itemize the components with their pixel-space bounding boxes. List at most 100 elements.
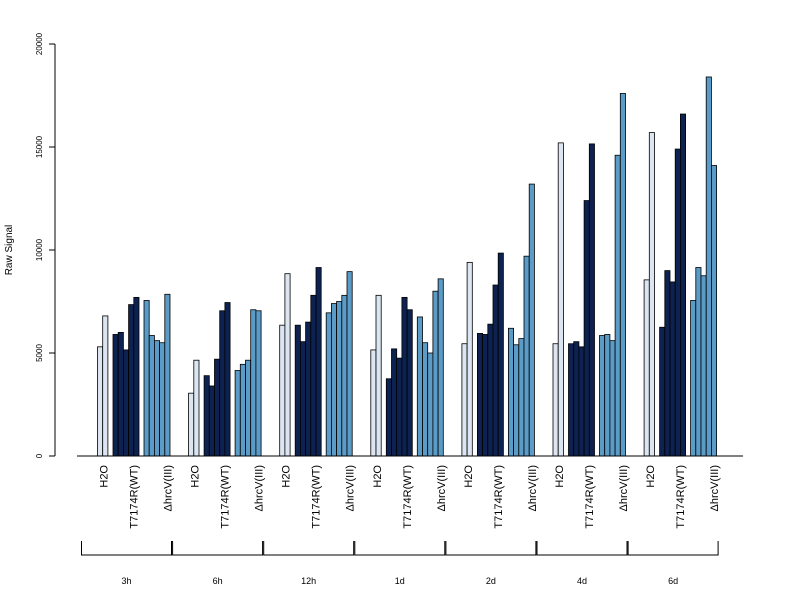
bar-4d-2-1 xyxy=(604,334,611,457)
bar-2d-1-1 xyxy=(482,334,489,457)
bar-6d-2-3 xyxy=(705,76,712,457)
bar-2d-2-4 xyxy=(528,183,535,457)
bar-4d-1-4 xyxy=(588,143,595,457)
time-bracket xyxy=(354,541,446,556)
condition-label: T7174R(WT) xyxy=(402,465,414,529)
condition-label: ΔhrcV(III) xyxy=(254,465,266,511)
condition-label: ΔhrcV(III) xyxy=(618,465,630,511)
bar-4d-2-0 xyxy=(599,335,606,457)
bar-3h-1-2 xyxy=(123,349,130,457)
bar-6d-2-1 xyxy=(695,267,702,457)
condition-label: H2O xyxy=(463,465,475,488)
condition-label: ΔhrcV(III) xyxy=(436,465,448,511)
bars xyxy=(97,76,718,457)
time-bracket xyxy=(445,541,537,556)
condition-label: ΔhrcV(III) xyxy=(345,465,357,511)
time-bracket xyxy=(172,541,264,556)
bar-6h-1-1 xyxy=(208,385,215,457)
bar-1d-1-2 xyxy=(396,357,403,457)
y-tick-label: 0 xyxy=(35,453,44,458)
bar-12h-2-4 xyxy=(346,271,353,457)
condition-label: H2O xyxy=(645,465,657,488)
bar-2d-1-4 xyxy=(497,252,504,457)
bar-2d-2-0 xyxy=(507,327,514,457)
bar-6d-2-2 xyxy=(700,275,707,457)
bar-12h-0-1 xyxy=(284,273,291,457)
time-bracket xyxy=(263,541,355,556)
bar-12h-1-4 xyxy=(315,267,322,457)
condition-label: ΔhrcV(III) xyxy=(709,465,721,511)
bar-6d-1-4 xyxy=(680,113,687,457)
condition-label: T7174R(WT) xyxy=(675,465,687,529)
y-tick-label: 5000 xyxy=(35,344,44,362)
bar-2d-2-1 xyxy=(513,344,520,457)
bar-4d-0-0 xyxy=(552,343,559,457)
bar-2d-1-0 xyxy=(476,333,483,457)
bar-4d-2-4 xyxy=(619,93,626,457)
bar-4d-0-1 xyxy=(557,142,564,457)
bar-12h-2-2 xyxy=(336,301,343,457)
time-label: 4d xyxy=(577,576,587,586)
time-label: 6h xyxy=(213,576,223,586)
bar-6d-0-1 xyxy=(648,132,655,457)
bar-2d-1-3 xyxy=(492,284,499,457)
bar-6d-1-2 xyxy=(669,281,676,457)
bar-6h-1-0 xyxy=(203,375,210,457)
bar-6d-2-4 xyxy=(711,165,718,457)
condition-label: H2O xyxy=(281,465,293,488)
bar-2d-0-0 xyxy=(461,343,468,457)
bar-3h-0-0 xyxy=(97,346,104,457)
bar-6h-2-2 xyxy=(245,359,252,457)
bar-1d-0-0 xyxy=(370,349,377,457)
bar-12h-2-3 xyxy=(341,294,348,457)
bar-12h-1-1 xyxy=(299,341,306,457)
bar-1d-1-0 xyxy=(385,378,392,457)
condition-labels: H2O T7174R(WT) ΔhrcV(III) H2O T7174R(WT) Δhrc… xyxy=(99,465,722,529)
bar-3h-2-2 xyxy=(153,340,160,457)
bar-3h-2-1 xyxy=(148,335,155,457)
bar-1d-1-1 xyxy=(391,348,398,457)
bar-12h-1-3 xyxy=(310,294,317,457)
bar-6d-0-0 xyxy=(643,279,650,457)
y-tick-label: 20000 xyxy=(35,32,44,55)
time-bracket xyxy=(627,541,719,556)
bar-1d-2-2 xyxy=(427,352,434,457)
bar-6h-1-3 xyxy=(219,310,226,457)
bar-3h-1-0 xyxy=(112,334,119,457)
bar-6h-2-1 xyxy=(239,363,246,457)
bar-3h-1-3 xyxy=(128,304,135,457)
condition-label: H2O xyxy=(99,465,111,488)
bar-4d-1-3 xyxy=(583,200,590,457)
bar-4d-2-3 xyxy=(614,154,621,457)
bar-3h-2-0 xyxy=(143,300,150,457)
bar-1d-0-1 xyxy=(375,294,382,457)
bar-6d-1-0 xyxy=(659,326,666,457)
bar-1d-2-4 xyxy=(437,278,444,457)
condition-label: ΔhrcV(III) xyxy=(163,465,175,511)
bar-6d-2-0 xyxy=(690,300,697,457)
bar-2d-2-3 xyxy=(523,255,530,457)
bar-2d-1-2 xyxy=(487,323,494,457)
y-tick-label: 15000 xyxy=(35,135,44,158)
bar-2d-2-2 xyxy=(518,338,525,457)
y-tick-label: 10000 xyxy=(35,238,44,261)
bar-12h-0-0 xyxy=(279,324,286,457)
condition-label: H2O xyxy=(190,465,202,488)
condition-label: ΔhrcV(III) xyxy=(527,465,539,511)
condition-label: H2O xyxy=(372,465,384,488)
bar-3h-1-4 xyxy=(133,296,140,457)
time-brackets: 3h 6h 12h 1d 2d 4d 6d xyxy=(81,541,719,586)
time-label: 6d xyxy=(668,576,678,586)
condition-label: T7174R(WT) xyxy=(311,465,323,529)
condition-label: T7174R(WT) xyxy=(584,465,596,529)
bar-6h-1-4 xyxy=(224,302,231,457)
time-label: 2d xyxy=(486,576,496,586)
bar-6h-2-4 xyxy=(255,310,262,457)
bar-1d-2-0 xyxy=(416,316,423,457)
bar-3h-2-4 xyxy=(164,293,171,457)
bar-12h-1-2 xyxy=(305,321,312,457)
condition-label: H2O xyxy=(554,465,566,488)
bar-12h-2-0 xyxy=(325,312,332,457)
bar-12h-1-0 xyxy=(294,324,301,457)
